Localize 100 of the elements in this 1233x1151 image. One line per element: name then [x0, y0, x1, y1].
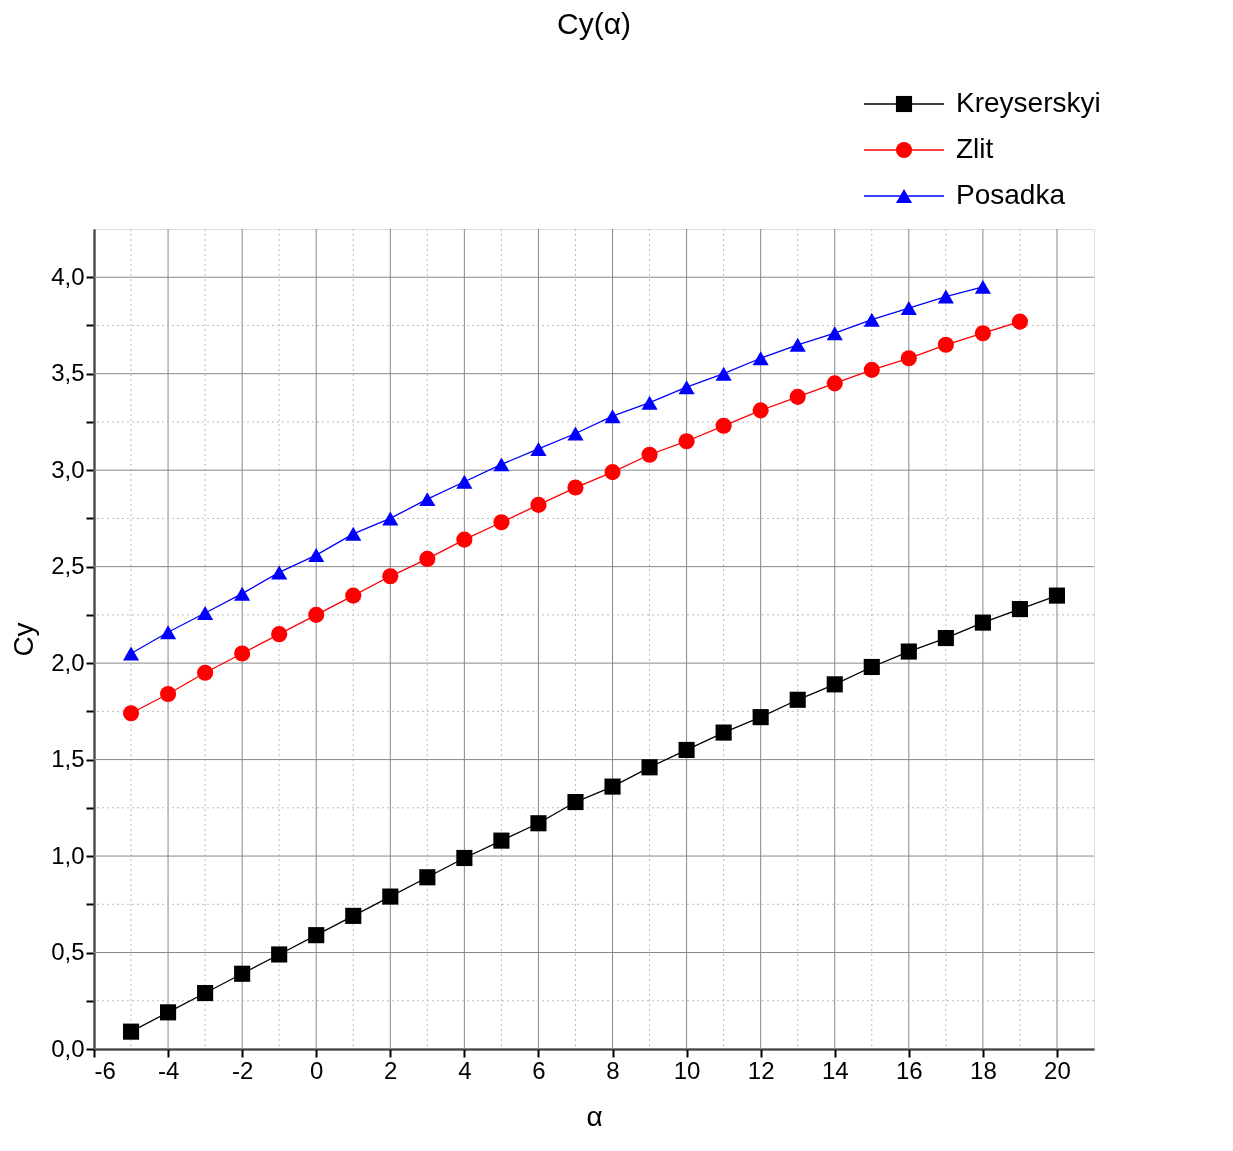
point	[900, 301, 917, 316]
point	[900, 643, 917, 660]
point	[789, 388, 806, 405]
point	[382, 511, 399, 526]
point	[197, 605, 214, 620]
y-tick-label: 1,5	[51, 745, 85, 773]
point	[234, 965, 251, 982]
point	[419, 550, 436, 567]
point	[197, 984, 214, 1002]
point	[641, 759, 658, 776]
x-tick-label: 18	[970, 1056, 997, 1084]
point	[715, 366, 732, 381]
point	[678, 433, 695, 450]
x-tick-label: 0	[310, 1056, 324, 1084]
point	[863, 361, 880, 378]
x-tick-label: 10	[673, 1056, 701, 1084]
point	[826, 676, 843, 693]
chart-title: Cy(α)	[557, 7, 631, 40]
y-tick-label: 4,0	[51, 262, 85, 290]
point	[641, 395, 658, 410]
point	[160, 625, 177, 640]
y-tick-label: 0,5	[51, 938, 85, 966]
x-tick-label: 4	[458, 1056, 472, 1084]
point	[530, 441, 547, 456]
point	[752, 402, 769, 419]
point	[234, 586, 251, 601]
point	[678, 380, 695, 395]
legend-label: Kreyserskyi	[956, 87, 1101, 118]
point	[752, 351, 769, 366]
point	[493, 457, 510, 472]
point	[382, 568, 399, 585]
y-tick-label: 0,0	[51, 1034, 85, 1062]
point	[530, 496, 547, 513]
y-tick-label: 3,5	[51, 359, 85, 387]
point	[345, 587, 362, 604]
point	[937, 289, 954, 304]
point	[419, 869, 436, 886]
point	[567, 793, 584, 811]
point	[1011, 601, 1028, 618]
point	[1048, 587, 1066, 604]
y-tick-label: 3,0	[51, 455, 85, 483]
point	[789, 337, 806, 352]
point	[974, 279, 991, 294]
point	[604, 464, 621, 481]
y-tick-label: 2,0	[51, 648, 85, 676]
point	[456, 531, 473, 548]
point	[604, 409, 621, 424]
x-tick-label: -2	[231, 1056, 254, 1084]
x-tick-label: 20	[1044, 1056, 1071, 1084]
point	[271, 565, 288, 580]
point	[308, 548, 325, 563]
point	[1011, 313, 1028, 330]
point	[308, 927, 325, 944]
point	[345, 907, 362, 924]
point	[122, 705, 140, 722]
point	[493, 832, 510, 849]
point	[160, 685, 177, 703]
point	[234, 645, 251, 662]
y-axis-title: Cy	[8, 622, 40, 657]
point	[345, 526, 362, 541]
point	[937, 629, 954, 647]
point	[641, 446, 658, 463]
point	[752, 709, 769, 726]
point	[271, 626, 288, 643]
point	[826, 375, 843, 392]
point	[419, 492, 436, 507]
x-tick-label: 6	[532, 1056, 546, 1084]
x-tick-label: 2	[384, 1056, 398, 1084]
point	[567, 426, 584, 441]
point	[863, 312, 880, 327]
point	[715, 724, 732, 741]
point	[789, 691, 806, 708]
point	[122, 1023, 140, 1040]
legend-label: Posadka	[956, 179, 1066, 210]
point	[715, 417, 732, 434]
point	[197, 664, 214, 681]
x-tick-label: 8	[606, 1056, 620, 1084]
point	[160, 1004, 177, 1021]
point	[493, 514, 510, 531]
point	[456, 474, 473, 489]
y-tick-label: 2,5	[51, 552, 85, 580]
point	[974, 614, 991, 631]
x-tick-label: 12	[747, 1056, 775, 1084]
point	[382, 888, 399, 905]
point	[567, 479, 584, 496]
point	[122, 646, 140, 661]
y-tick-label: 1,0	[51, 841, 85, 869]
x-axis-title: α	[586, 1100, 603, 1132]
x-tick-label: -4	[157, 1056, 180, 1084]
x-tick-label: -6	[94, 1056, 116, 1084]
point	[900, 350, 917, 367]
point	[456, 849, 473, 867]
point	[678, 741, 695, 758]
point	[826, 326, 843, 341]
x-tick-label: 14	[821, 1056, 849, 1084]
point	[530, 815, 547, 832]
legend-label: Zlit	[956, 133, 994, 164]
point	[937, 336, 954, 353]
point	[308, 606, 325, 623]
point	[271, 946, 288, 963]
